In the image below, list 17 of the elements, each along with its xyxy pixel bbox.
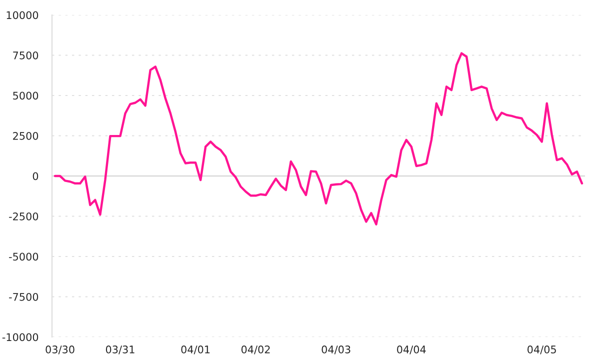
y-tick-label: -7500 [9, 292, 38, 301]
x-tick-label: 04/01 [181, 346, 210, 354]
y-tick-label: 0 [32, 172, 38, 180]
y-tick-label: 2500 [13, 132, 38, 140]
y-tick-label: 5000 [13, 92, 38, 100]
x-tick-label: 04/04 [397, 346, 426, 354]
x-tick-label: 04/02 [241, 346, 270, 354]
y-tick-label: 10000 [6, 11, 38, 20]
y-tick-label: -5000 [9, 252, 38, 261]
y-tick-label: 7500 [13, 51, 38, 60]
x-tick-label: 03/30 [46, 346, 74, 354]
x-tick-label: 03/31 [106, 346, 134, 354]
y-tick-label: -10000 [2, 333, 38, 342]
y-tick-label: -2500 [9, 212, 38, 220]
x-tick-label: 04/03 [322, 346, 350, 354]
x-tick-label: 04/05 [528, 346, 556, 354]
line-series [54, 52, 584, 226]
